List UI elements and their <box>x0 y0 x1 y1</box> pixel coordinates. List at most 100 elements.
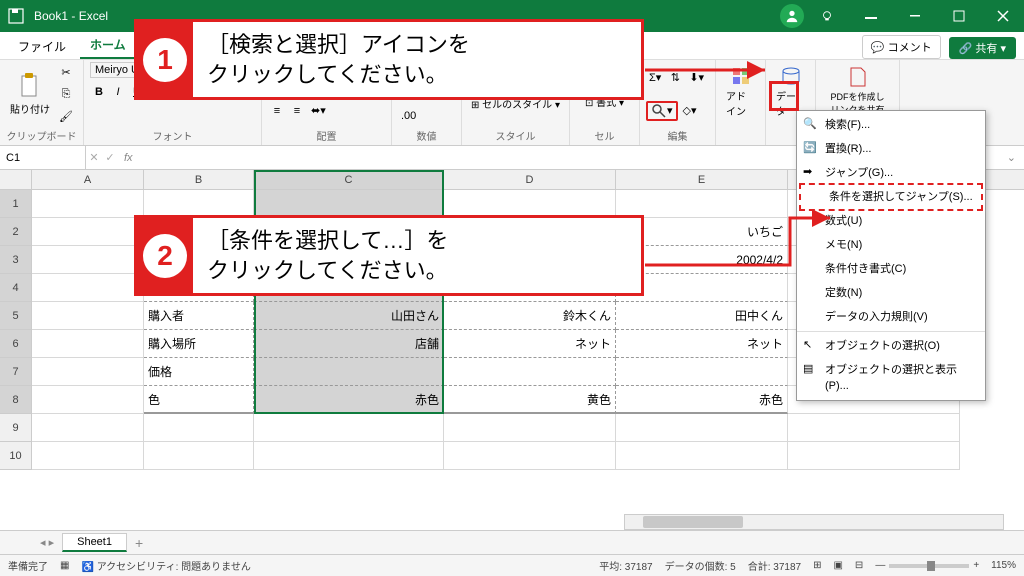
row-header[interactable]: 8 <box>0 386 32 414</box>
cell[interactable]: 店舗 <box>254 330 444 358</box>
menu-item[interactable]: 🔄置換(R)... <box>797 137 985 161</box>
row-header[interactable]: 3 <box>0 246 32 274</box>
cell[interactable] <box>254 358 444 386</box>
cell[interactable] <box>444 442 616 470</box>
col-A[interactable]: A <box>32 170 144 189</box>
cell[interactable] <box>616 414 788 442</box>
row-header[interactable]: 6 <box>0 330 32 358</box>
row-header[interactable]: 7 <box>0 358 32 386</box>
col-C[interactable]: C <box>254 170 444 189</box>
cell[interactable] <box>254 442 444 470</box>
cell[interactable]: 鈴木くん <box>444 302 616 330</box>
menu-item[interactable]: 条件を選択してジャンプ(S)... <box>799 183 983 211</box>
name-box[interactable]: C1 <box>0 146 86 169</box>
close-icon[interactable] <box>982 0 1024 32</box>
sheet-nav-icon[interactable]: ◂ ▸ <box>40 536 54 549</box>
enter-formula-icon[interactable]: ✓ <box>105 151 114 164</box>
align-center-icon[interactable]: ≡ <box>268 101 286 121</box>
menu-item[interactable]: データの入力規則(V) <box>797 305 985 329</box>
horizontal-scrollbar[interactable] <box>624 514 1004 530</box>
cell[interactable] <box>788 414 960 442</box>
cell[interactable] <box>616 358 788 386</box>
view-normal-icon[interactable]: ⊞ <box>813 560 821 571</box>
row-header[interactable]: 9 <box>0 414 32 442</box>
view-break-icon[interactable]: ⊟ <box>855 560 863 571</box>
zoom-level[interactable]: 115% <box>991 560 1016 571</box>
maximize-icon[interactable] <box>938 0 980 32</box>
menu-item[interactable]: ▤オブジェクトの選択と表示(P)... <box>797 358 985 398</box>
comment-button[interactable]: 💬 コメント <box>862 35 941 59</box>
cell[interactable]: 赤色 <box>254 386 444 414</box>
cell[interactable] <box>32 414 144 442</box>
share-button[interactable]: 🔗 共有 ▾ <box>949 37 1016 59</box>
tab-home[interactable]: ホーム <box>80 32 136 59</box>
col-E[interactable]: E <box>616 170 788 189</box>
cell[interactable]: 山田さん <box>254 302 444 330</box>
cell[interactable] <box>444 358 616 386</box>
col-D[interactable]: D <box>444 170 616 189</box>
cell[interactable]: 購入者 <box>144 302 254 330</box>
expand-formula-icon[interactable]: ⌄ <box>999 151 1024 164</box>
bold-button[interactable]: B <box>90 82 108 102</box>
row-header[interactable]: 5 <box>0 302 32 330</box>
cell[interactable]: 色 <box>144 386 254 414</box>
minimize-icon[interactable] <box>894 0 936 32</box>
avatar[interactable] <box>780 4 804 28</box>
cell[interactable] <box>254 190 444 218</box>
cell[interactable]: ネット <box>616 330 788 358</box>
cell[interactable]: 田中くん <box>616 302 788 330</box>
row-header[interactable]: 1 <box>0 190 32 218</box>
sheet-tab[interactable]: Sheet1 <box>62 533 127 552</box>
add-sheet-button[interactable]: + <box>135 535 143 551</box>
cell[interactable] <box>32 246 144 274</box>
dec-dec-icon[interactable]: .00 <box>398 106 419 126</box>
menu-item[interactable]: 定数(N) <box>797 281 985 305</box>
accessibility-status[interactable]: ♿ アクセシビリティ: 問題ありません <box>81 558 250 573</box>
menu-item[interactable]: ↖オブジェクトの選択(O) <box>797 334 985 358</box>
select-all-corner[interactable] <box>0 170 32 189</box>
menu-item[interactable]: ➡ジャンプ(G)... <box>797 161 985 185</box>
cell[interactable] <box>32 274 144 302</box>
copy-icon[interactable]: ⎘ <box>56 84 76 104</box>
cut-icon[interactable]: ✂ <box>56 62 76 82</box>
cell[interactable] <box>616 442 788 470</box>
cell[interactable] <box>32 358 144 386</box>
format-painter-icon[interactable]: 🖌 <box>56 106 76 126</box>
row-header[interactable]: 4 <box>0 274 32 302</box>
cell[interactable]: 赤色 <box>616 386 788 414</box>
cell[interactable] <box>254 414 444 442</box>
cell[interactable] <box>444 414 616 442</box>
align-right-icon[interactable]: ≡ <box>288 101 306 121</box>
view-layout-icon[interactable]: ▣ <box>833 560 842 571</box>
cell[interactable] <box>32 330 144 358</box>
italic-button[interactable]: I <box>109 82 127 102</box>
fx-icon[interactable]: fx <box>118 152 139 164</box>
cell[interactable] <box>144 414 254 442</box>
cell[interactable]: 価格 <box>144 358 254 386</box>
cell[interactable] <box>32 218 144 246</box>
cell[interactable] <box>32 386 144 414</box>
merge-icon[interactable]: ⬌▾ <box>308 101 329 121</box>
cancel-formula-icon[interactable]: ✕ <box>89 151 98 164</box>
lightbulb-icon[interactable] <box>806 0 848 32</box>
zoom-slider[interactable]: — + <box>875 560 979 571</box>
cell[interactable] <box>444 190 616 218</box>
cell[interactable] <box>32 190 144 218</box>
cell[interactable] <box>32 442 144 470</box>
cell[interactable] <box>144 442 254 470</box>
cell[interactable]: 黄色 <box>444 386 616 414</box>
save-icon[interactable] <box>8 8 24 24</box>
cell[interactable] <box>144 190 254 218</box>
row-header[interactable]: 2 <box>0 218 32 246</box>
row-header[interactable]: 10 <box>0 442 32 470</box>
ribbon-options-icon[interactable] <box>850 0 892 32</box>
menu-item[interactable]: 🔍検索(F)... <box>797 113 985 137</box>
cell[interactable]: ネット <box>444 330 616 358</box>
tab-file[interactable]: ファイル <box>8 34 76 59</box>
col-B[interactable]: B <box>144 170 254 189</box>
cell[interactable]: 購入場所 <box>144 330 254 358</box>
cell[interactable] <box>788 442 960 470</box>
paste-button[interactable]: 貼り付け <box>6 69 54 120</box>
macro-icon[interactable]: ▦ <box>60 560 69 571</box>
cell[interactable] <box>32 302 144 330</box>
